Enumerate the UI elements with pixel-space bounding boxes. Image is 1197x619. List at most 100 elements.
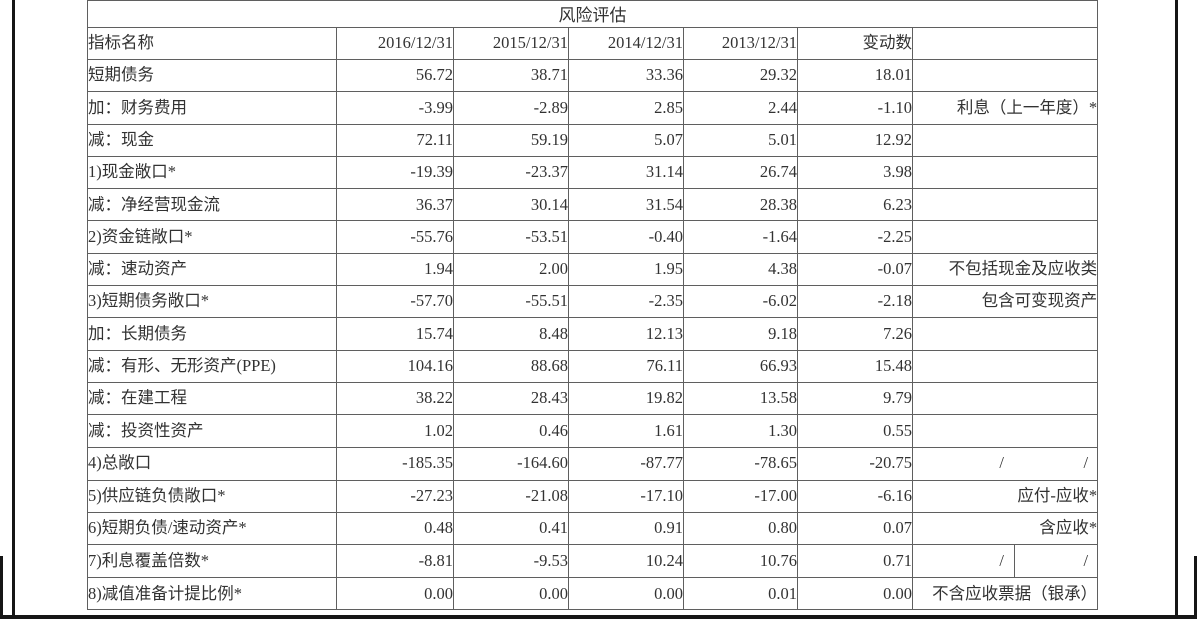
change-value-cell: 9.79 (797, 381, 913, 416)
table-row: 2)资金链敞口* -55.76 -53.51 -0.40 -1.64 -2.25 (87, 220, 1099, 254)
change-value-cell: 0.07 (797, 511, 913, 546)
value-cell: 5.01 (683, 123, 798, 157)
note-cell (911, 317, 1099, 351)
column-header: 2014/12/31 (568, 27, 684, 60)
value-cell: 8.48 (453, 317, 569, 351)
value-cell: 36.37 (336, 188, 454, 222)
change-value-cell: 12.92 (797, 123, 913, 157)
table-row: 减：投资性资产 1.02 0.46 1.61 1.30 0.55 (87, 414, 1099, 448)
value-cell: 28.38 (683, 188, 798, 222)
value-cell: 30.14 (453, 188, 569, 222)
change-value-cell: -2.25 (797, 220, 913, 254)
table-row: 4)总敞口 -185.35 -164.60 -87.77 -78.65 -20.75// (87, 446, 1099, 481)
change-value-cell: 0.00 (797, 577, 913, 611)
value-cell: 10.24 (568, 544, 684, 579)
change-value-cell: -20.75 (797, 446, 913, 481)
value-cell: -17.10 (568, 479, 684, 513)
value-cell: 29.32 (683, 58, 798, 93)
column-header: 2015/12/31 (453, 27, 569, 60)
column-header: 2013/12/31 (683, 27, 798, 60)
table-row: 加：长期债务 15.74 8.48 12.13 9.18 7.26 (87, 317, 1099, 351)
value-cell: -55.51 (453, 285, 569, 319)
value-cell: 0.80 (683, 511, 798, 546)
row-label: 减：在建工程 (87, 381, 337, 416)
value-cell: 56.72 (336, 58, 454, 93)
note-cell (911, 349, 1099, 383)
value-cell: 33.36 (568, 58, 684, 93)
note-slash: / (999, 550, 1004, 570)
change-value-cell: 6.23 (797, 188, 913, 222)
value-cell: 12.13 (568, 317, 684, 351)
value-cell: -57.70 (336, 285, 454, 319)
value-cell: -78.65 (683, 446, 798, 481)
note-cell: / / (911, 446, 1099, 481)
value-cell: 0.00 (336, 577, 454, 611)
table-title: 风险评估 (86, 0, 1099, 28)
table-row: 7)利息覆盖倍数* -8.81 -9.53 10.24 10.76 0.71// (87, 544, 1099, 579)
note-cell (911, 188, 1099, 222)
value-cell: -3.99 (336, 91, 454, 125)
value-cell: 38.71 (453, 58, 569, 93)
bottom-frame-bar (0, 615, 1197, 619)
note-cell (911, 220, 1099, 254)
change-value-cell: 7.26 (797, 317, 913, 351)
value-cell: -27.23 (336, 479, 454, 513)
table-row: 减：净经营现金流 36.37 30.14 31.54 28.38 6.23 (87, 188, 1099, 222)
value-cell: 0.41 (453, 511, 569, 546)
table-row: 5)供应链负债敞口* -27.23 -21.08 -17.10 -17.00 -6.16 应… (87, 479, 1099, 513)
row-label: 短期债务 (87, 58, 337, 93)
row-label: 7)利息覆盖倍数* (87, 544, 337, 579)
value-cell: 0.48 (336, 511, 454, 546)
right-frame-line (1175, 0, 1178, 619)
row-label: 8)减值准备计提比例* (87, 577, 337, 611)
note-slash: / (1014, 545, 1097, 577)
value-cell: 76.11 (568, 349, 684, 383)
value-cell: 28.43 (453, 381, 569, 416)
column-header (911, 27, 1099, 60)
row-label: 6)短期负债/速动资产* (87, 511, 337, 546)
value-cell: -23.37 (453, 155, 569, 190)
value-cell: -1.64 (683, 220, 798, 254)
table-row: 减：有形、无形资产(PPE) 104.16 88.68 76.11 66.93 15.48 (87, 349, 1099, 383)
value-cell: -9.53 (453, 544, 569, 579)
value-cell: 59.19 (453, 123, 569, 157)
value-cell: 2.85 (568, 91, 684, 125)
value-cell: 15.74 (336, 317, 454, 351)
note-slash: / (1083, 453, 1089, 473)
row-label: 减：投资性资产 (87, 414, 337, 448)
note-slash: / (999, 453, 1004, 473)
left-frame-line (12, 0, 15, 619)
value-cell: -87.77 (568, 446, 684, 481)
table-row: 1)现金敞口* -19.39 -23.37 31.14 26.74 3.98 (87, 155, 1099, 190)
value-cell: 19.82 (568, 381, 684, 416)
table-row: 8)减值准备计提比例* 0.00 0.00 0.00 0.01 0.00 不含应收票据（银承… (87, 577, 1099, 611)
change-value-cell: 0.55 (797, 414, 913, 448)
change-value-cell: 0.71 (797, 544, 913, 579)
value-cell: 4.38 (683, 252, 798, 287)
value-cell: 38.22 (336, 381, 454, 416)
value-cell: 10.76 (683, 544, 798, 579)
value-cell: 26.74 (683, 155, 798, 190)
table-row: 减：现金 72.11 59.19 5.07 5.01 12.92 (87, 123, 1099, 157)
change-value-cell: -0.07 (797, 252, 913, 287)
change-value-cell: 18.01 (797, 58, 913, 93)
row-label: 减：有形、无形资产(PPE) (87, 349, 337, 383)
note-cell: 不包括现金及应收类 (911, 252, 1099, 287)
value-cell: -0.40 (568, 220, 684, 254)
note-cell: 含应收* (911, 511, 1099, 546)
note-cell (911, 414, 1099, 448)
table-row: 减：速动资产 1.94 2.00 1.95 4.38 -0.07 不包括现金及应收类 (87, 252, 1099, 287)
column-header: 变动数 (797, 27, 913, 60)
note-cell (911, 123, 1099, 157)
value-cell: -6.02 (683, 285, 798, 319)
table-row: 加：财务费用 -3.99 -2.89 2.85 2.44 -1.10 利息（上一年度）* (87, 91, 1099, 125)
value-cell: -185.35 (336, 446, 454, 481)
value-cell: 31.14 (568, 155, 684, 190)
table-row: 6)短期负债/速动资产* 0.48 0.41 0.91 0.80 0.07 含应收* (87, 511, 1099, 546)
table-row: 减：在建工程 38.22 28.43 19.82 13.58 9.79 (87, 381, 1099, 416)
note-cell (911, 155, 1099, 190)
note-cell (911, 381, 1099, 416)
value-cell: 5.07 (568, 123, 684, 157)
row-label: 5)供应链负债敞口* (87, 479, 337, 513)
column-header: 2016/12/31 (336, 27, 454, 60)
